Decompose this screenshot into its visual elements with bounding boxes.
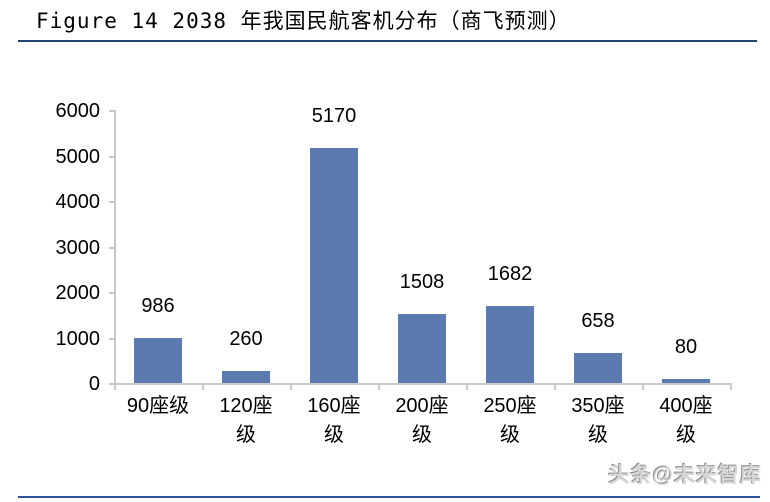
x-axis-tick bbox=[554, 383, 556, 390]
x-axis-category-label: 160座 级 bbox=[307, 395, 361, 446]
bottom-rule-divider bbox=[18, 496, 760, 498]
y-axis-tick-label: 4000 bbox=[55, 191, 101, 213]
x-axis-tick bbox=[290, 383, 292, 390]
x-axis-category-label: 250座 级 bbox=[483, 395, 537, 446]
y-axis-tick bbox=[109, 110, 114, 112]
x-axis-category-label: 350座 级 bbox=[571, 395, 625, 446]
x-axis-category-label: 400座 级 bbox=[659, 395, 713, 446]
title-rule-divider bbox=[18, 40, 757, 42]
y-axis-tick bbox=[109, 337, 114, 340]
x-axis-line bbox=[114, 383, 732, 385]
x-axis-tick bbox=[466, 383, 468, 390]
chart-bar bbox=[398, 314, 446, 383]
bar-value-label: 260 bbox=[229, 328, 263, 350]
chart-bar bbox=[574, 353, 622, 383]
x-axis-category-label: 200座 级 bbox=[395, 395, 449, 446]
y-axis-tick bbox=[109, 246, 114, 249]
chart-bar bbox=[310, 148, 358, 383]
bar-value-label: 658 bbox=[581, 310, 615, 332]
x-axis-tick bbox=[378, 383, 380, 390]
x-axis-tick bbox=[202, 383, 204, 390]
y-axis-tick bbox=[109, 292, 114, 294]
y-axis-tick-label: 2000 bbox=[55, 282, 101, 304]
chart-bar bbox=[134, 338, 182, 383]
bar-value-label: 1682 bbox=[487, 263, 533, 285]
y-axis-tick-label: 0 bbox=[88, 373, 100, 395]
x-axis-tick bbox=[642, 383, 644, 390]
chart-bar bbox=[662, 379, 710, 383]
bar-value-label: 80 bbox=[674, 336, 698, 358]
x-axis-category-label: 120座 级 bbox=[219, 395, 273, 446]
figure-title: Figure 14 2038 年我国民航客机分布（商飞预测） bbox=[36, 9, 571, 33]
y-axis-tick-label: 3000 bbox=[55, 236, 101, 259]
y-axis-line bbox=[114, 110, 116, 385]
x-axis-tick bbox=[114, 383, 116, 390]
y-axis-tick bbox=[109, 383, 114, 385]
bar-value-label: 1508 bbox=[399, 271, 445, 293]
x-axis-tick bbox=[730, 383, 732, 390]
y-axis-tick-label: 6000 bbox=[55, 100, 101, 122]
y-axis-tick bbox=[109, 155, 114, 158]
x-axis-category-label: 90座级 bbox=[126, 395, 190, 417]
y-axis-tick-label: 1000 bbox=[55, 327, 101, 350]
bar-value-label: 986 bbox=[141, 295, 175, 317]
bar-value-label: 5170 bbox=[311, 105, 357, 127]
chart-bar bbox=[486, 306, 534, 383]
y-axis-tick-label: 5000 bbox=[55, 145, 101, 168]
chart-bar bbox=[222, 371, 270, 383]
y-axis-tick bbox=[109, 201, 114, 203]
bar-chart: 0 1000 2000 3000 4000 5000 6000 986 90座级 260 120座 … bbox=[0, 50, 770, 460]
watermark-text: 头条@未来智库 bbox=[608, 464, 762, 487]
